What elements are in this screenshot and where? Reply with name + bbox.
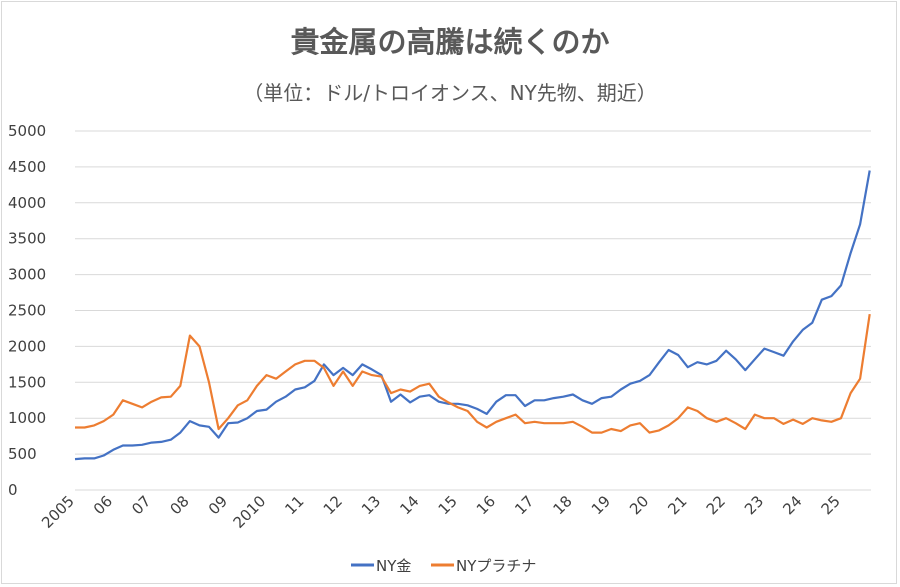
series-line-platinum [75, 313, 871, 434]
x-tick-label: 19 [588, 492, 614, 518]
y-tick-label: 2000 [8, 337, 46, 355]
series-lines [74, 170, 871, 461]
x-tick-label: 2010 [230, 492, 270, 532]
y-tick-label: 5000 [8, 122, 46, 140]
x-tick-label: 20 [626, 492, 652, 518]
y-tick-label: 3500 [8, 230, 46, 248]
y-tick-label: 3000 [8, 266, 46, 284]
y-tick-label: 2500 [8, 302, 46, 320]
x-tick-label: 07 [128, 492, 154, 518]
x-tick-label: 11 [281, 492, 307, 518]
x-tick-label: 17 [511, 492, 537, 518]
x-tick-label: 21 [664, 492, 690, 518]
x-tick-label: 13 [358, 492, 384, 518]
y-tick-label: 4000 [8, 194, 46, 212]
series-line-gold [74, 170, 871, 461]
chart-subtitle: （単位：ドル/トロイオンス、NY先物、期近） [243, 81, 657, 105]
x-tick-label: 09 [205, 492, 231, 518]
y-axis: 0 500 1000 1500 2000 2500 3000 3500 4000 4500 5000 [8, 122, 46, 499]
legend-label-gold: NY金 [376, 557, 411, 575]
x-tick-label: 2005 [38, 492, 78, 532]
x-tick-label: 16 [473, 492, 499, 518]
legend-label-platinum: NYプラチナ [456, 557, 536, 575]
y-tick-label: 1500 [8, 373, 46, 391]
x-tick-label: 24 [779, 492, 805, 518]
x-tick-label: 14 [396, 492, 422, 518]
legend: NY金 NYプラチナ [351, 557, 536, 575]
x-tick-label: 12 [320, 492, 346, 518]
x-tick-label: 23 [741, 492, 767, 518]
x-tick-label: 18 [549, 492, 575, 518]
x-tick-label: 22 [703, 492, 729, 518]
y-tick-label: 1000 [8, 409, 46, 427]
gridlines [75, 130, 871, 491]
y-tick-label: 500 [8, 445, 37, 463]
x-tick-label: 25 [818, 492, 844, 518]
x-tick-label: 06 [90, 492, 116, 518]
x-tick-label: 08 [166, 492, 192, 518]
y-tick-label: 4500 [8, 158, 46, 176]
chart-title: 貴金属の高騰は続くのか [290, 25, 609, 59]
x-tick-label: 15 [435, 492, 461, 518]
y-tick-label: 0 [8, 481, 18, 499]
